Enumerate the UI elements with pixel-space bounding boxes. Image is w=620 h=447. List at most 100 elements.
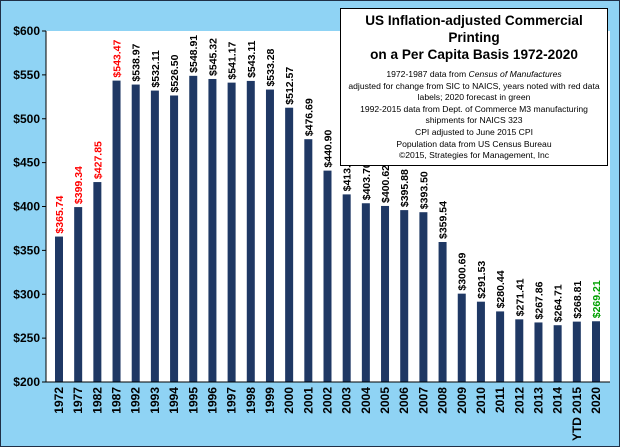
bar [592,321,600,382]
note-line-2: adjusted for change from SIC to NAICS, y… [348,80,600,91]
title-box: US Inflation-adjusted Commercial Printin… [340,8,608,166]
x-tick-label: 2010 [474,387,488,414]
bar [419,212,428,382]
bar [438,242,447,382]
bar [400,210,409,382]
bar [189,75,198,382]
x-tick-label: YTD 2015 [570,387,584,441]
data-label: $427.85 [92,141,104,179]
x-tick-label: 2007 [416,387,430,414]
x-tick-label: 2014 [551,387,565,414]
note-line-5: shipments for NAICS 323 [425,115,523,126]
data-label: $533.28 [265,48,277,86]
x-tick-label: 2000 [282,387,296,414]
data-labels: $365.74 $399.34 $427.85 $543.47 $538.97 $532.… [54,35,603,323]
data-label: $269.21 [591,280,603,318]
x-tick-label: 1993 [148,387,162,414]
note-source-name: Census of Manufactures [468,69,562,79]
bar [150,90,159,382]
x-tick-label: 1994 [167,387,181,414]
bar [553,325,562,382]
bar [170,95,179,382]
y-tick-label: $250 [13,331,40,345]
note-line-4: 1992-2015 data from Dept. of Commerce M3… [360,103,588,114]
x-tick-label: 2005 [378,387,392,414]
data-label: $271.41 [514,278,526,316]
data-label: $512.57 [284,67,296,105]
x-tick-label: 1999 [263,387,277,414]
bar [304,139,313,382]
y-tick-label: $300 [13,287,40,301]
x-tick-label: 1995 [186,387,200,414]
bar [496,311,505,382]
chart-title: US Inflation-adjusted Commercial Printin… [347,12,601,63]
y-tick-label: $200 [13,375,40,389]
data-label: $526.50 [169,54,181,92]
data-label: $545.32 [207,38,219,76]
bar [476,301,485,382]
data-label: $403.70 [361,162,373,200]
y-axis: $200 $250 $300 $350 $400 $450 $500 $550 $600 [13,24,47,389]
data-label: $541.17 [227,42,239,80]
bar [227,82,236,382]
data-label: $300.69 [457,253,469,291]
data-label: $264.71 [553,284,565,322]
bar [131,84,140,382]
x-tick-label: 1992 [129,387,143,414]
bar [342,194,351,382]
x-axis: 1972 1977 1982 1987 1992 1993 1994 1995 1996 1997… [46,381,610,441]
bars [55,75,600,383]
data-label: $400.62 [380,165,392,203]
data-label: $393.50 [418,171,430,209]
x-tick-label: 1972 [52,387,66,414]
x-tick-label: 2012 [512,387,526,414]
data-label: $267.86 [533,281,545,319]
x-tick-label: 1982 [90,387,104,414]
data-label: $291.53 [476,261,488,299]
data-label: $538.97 [131,43,143,81]
note-line-1: 1972-1987 data from Census of Manufactur… [347,69,601,81]
data-label: $268.81 [572,281,584,319]
x-tick-label: 2003 [340,387,354,414]
data-label: $359.54 [438,201,450,239]
data-label: $365.74 [54,195,66,233]
data-label: $543.47 [112,39,124,77]
bar [93,182,102,382]
data-label: $476.69 [303,98,315,136]
bar [534,322,543,382]
note-line-6: CPI adjusted to June 2015 CPI [414,126,533,137]
bar [55,236,63,382]
x-tick-label: 1996 [205,387,219,414]
x-tick-label: 1998 [244,387,258,414]
x-tick-label: 1997 [225,387,239,414]
bar [515,319,524,382]
chart-title-line-2: on a Per Capita Basis 1972-2020 [370,47,578,62]
x-tick-label: 2020 [589,387,603,414]
y-tick-label: $400 [13,200,40,214]
data-label: $395.88 [399,169,411,207]
data-label: $440.90 [323,129,335,167]
chart-title-line-1: US Inflation-adjusted Commercial Printin… [365,13,583,45]
y-tick-label: $550 [13,68,40,82]
data-label: $399.34 [73,166,85,204]
bar [572,321,581,382]
y-tick-label: $600 [13,24,40,38]
bar [208,78,217,383]
data-label: $280.44 [495,270,507,308]
bar [112,80,121,382]
data-label: $548.91 [188,35,200,73]
x-tick-label: 2006 [397,387,411,414]
bar [265,89,274,382]
x-tick-label: 2008 [436,387,450,414]
x-tick-label: 2013 [531,387,545,414]
x-tick-label: 1977 [71,387,85,414]
bar [323,170,332,382]
y-tick-label: $450 [13,156,40,170]
bar [361,203,370,382]
bar [246,80,255,383]
bar [457,293,466,382]
bar [285,107,294,383]
note-line-3: labels; 2020 forecast in green [417,92,531,103]
y-tick-label: $350 [13,243,40,257]
y-tick-label: $500 [13,112,40,126]
